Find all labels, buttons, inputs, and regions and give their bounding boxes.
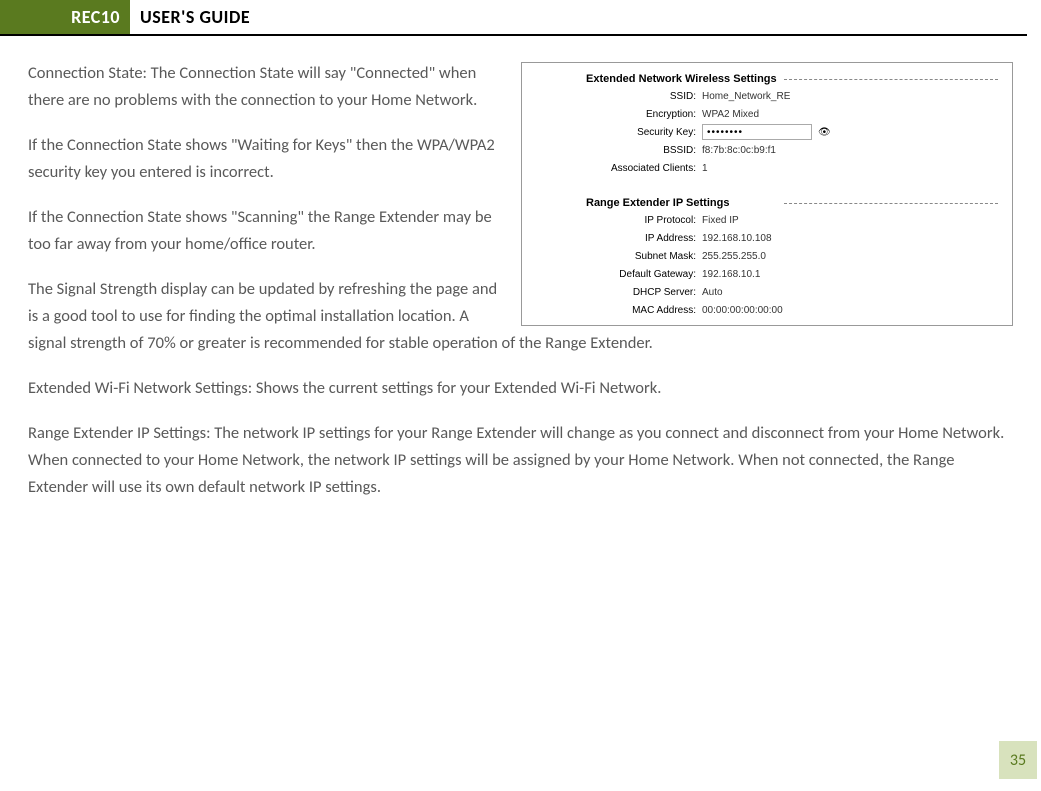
paragraph-6: Range Extender IP Settings: The network … <box>28 420 1013 501</box>
label-mac: MAC Address: <box>536 305 696 316</box>
label-dhcp: DHCP Server: <box>536 287 696 298</box>
value-ssid: Home_Network_RE <box>702 91 790 102</box>
row-ip-address: IP Address: 192.168.10.108 <box>536 229 998 247</box>
row-ssid: SSID: Home_Network_RE <box>536 87 998 105</box>
figure-section1-title: Extended Network Wireless Settings <box>536 73 998 85</box>
page-content: Extended Network Wireless Settings SSID:… <box>0 36 1041 501</box>
settings-figure: Extended Network Wireless Settings SSID:… <box>521 62 1013 326</box>
value-clients: 1 <box>702 163 708 174</box>
value-dhcp: Auto <box>702 287 723 298</box>
value-encryption: WPA2 Mixed <box>702 109 759 120</box>
value-default-gateway: 192.168.10.1 <box>702 269 760 280</box>
label-ssid: SSID: <box>536 91 696 102</box>
label-encryption: Encryption: <box>536 109 696 120</box>
header-title: USER'S GUIDE <box>140 0 250 34</box>
row-mac: MAC Address: 00:00:00:00:00:00 <box>536 301 998 319</box>
value-subnet-mask: 255.255.255.0 <box>702 251 766 262</box>
figure-section2-title: Range Extender IP Settings <box>536 197 998 209</box>
label-clients: Associated Clients: <box>536 163 696 174</box>
label-default-gateway: Default Gateway: <box>536 269 696 280</box>
header-badge: REC10 <box>0 0 130 34</box>
label-bssid: BSSID: <box>536 145 696 156</box>
eye-icon[interactable]: 👁 <box>818 127 831 138</box>
value-ip-address: 192.168.10.108 <box>702 233 772 244</box>
security-key-input[interactable] <box>702 124 812 140</box>
value-bssid: f8:7b:8c:0c:b9:f1 <box>702 145 776 156</box>
value-mac: 00:00:00:00:00:00 <box>702 305 783 316</box>
row-default-gateway: Default Gateway: 192.168.10.1 <box>536 265 998 283</box>
row-bssid: BSSID: f8:7b:8c:0c:b9:f1 <box>536 141 998 159</box>
row-dhcp: DHCP Server: Auto <box>536 283 998 301</box>
row-subnet-mask: Subnet Mask: 255.255.255.0 <box>536 247 998 265</box>
row-security-key: Security Key: 👁 <box>536 123 998 141</box>
label-security-key: Security Key: <box>536 127 696 138</box>
label-ip-address: IP Address: <box>536 233 696 244</box>
row-ip-protocol: IP Protocol: Fixed IP <box>536 211 998 229</box>
page-number-badge: 35 <box>999 741 1037 779</box>
label-ip-protocol: IP Protocol: <box>536 215 696 226</box>
value-security-key: 👁 <box>702 124 831 140</box>
label-subnet-mask: Subnet Mask: <box>536 251 696 262</box>
value-ip-protocol: Fixed IP <box>702 215 739 226</box>
paragraph-5: Extended Wi-Fi Network Settings: Shows t… <box>28 375 1013 402</box>
row-encryption: Encryption: WPA2 Mixed <box>536 105 998 123</box>
row-clients: Associated Clients: 1 <box>536 159 998 177</box>
page-header: REC10 USER'S GUIDE <box>0 0 1027 36</box>
